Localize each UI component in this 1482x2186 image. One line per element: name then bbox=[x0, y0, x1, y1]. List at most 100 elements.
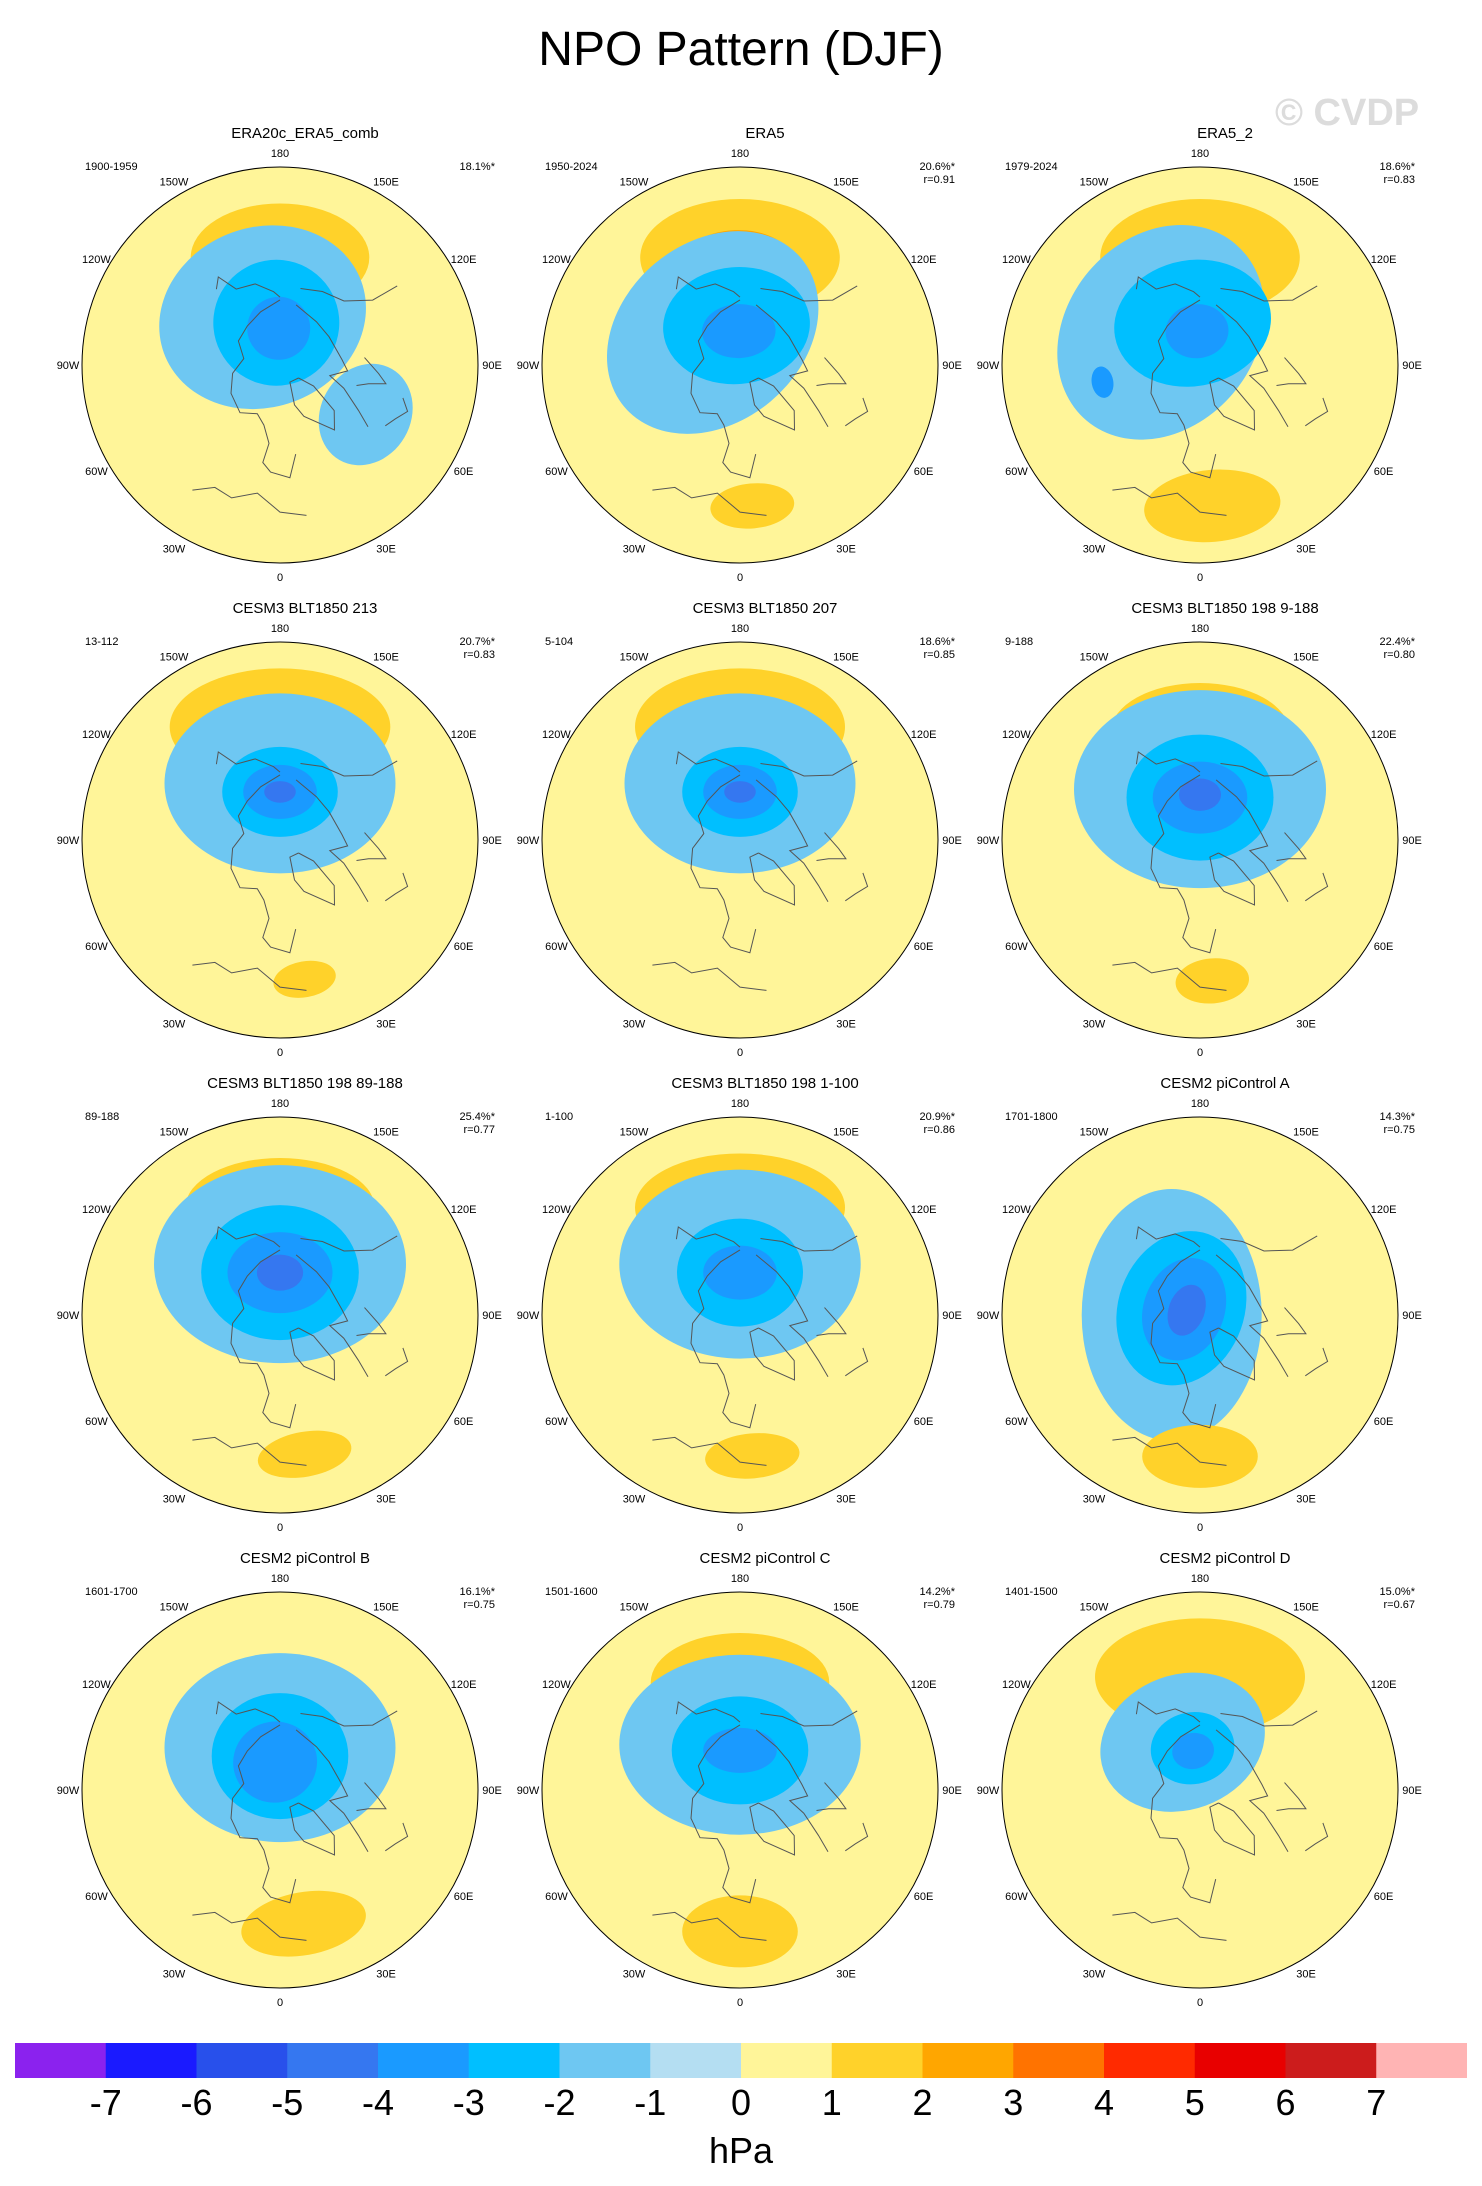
coastline bbox=[749, 1327, 796, 1381]
panel-percent: 18.6%* bbox=[1379, 161, 1415, 173]
coastline bbox=[385, 1822, 409, 1852]
longitude-label: 150W bbox=[620, 1601, 649, 1613]
colorbar bbox=[15, 2043, 1467, 2078]
panel-stats: 22.4%* r=0.80 bbox=[1380, 636, 1415, 662]
colorbar-tick-label: 0 bbox=[730, 2082, 752, 2123]
map-panel: CESM3 BLT1850 198 1-100 1-100 20.9%* r=0.86… bbox=[517, 1075, 995, 1545]
panel-title: CESM2 piControl A bbox=[1160, 1075, 1290, 1092]
anomaly-contour bbox=[256, 1254, 304, 1291]
colorbar-tick-label: -6 bbox=[180, 2082, 213, 2123]
longitude-label: 60E bbox=[914, 466, 934, 478]
colorbar-swatch bbox=[922, 2043, 1014, 2078]
coastline bbox=[215, 276, 281, 298]
coastline bbox=[289, 1327, 336, 1381]
coastline bbox=[755, 779, 829, 902]
coastline bbox=[1305, 872, 1329, 902]
panel-period: 1950-2024 bbox=[545, 161, 598, 173]
longitude-label: 180 bbox=[1191, 1098, 1209, 1110]
panel-percent: 20.9%* bbox=[919, 1111, 955, 1123]
panel-stats: 15.0%* r=0.67 bbox=[1380, 1586, 1415, 1612]
panel-correlation: r=0.83 bbox=[1383, 174, 1416, 186]
anomaly-contour bbox=[682, 1895, 798, 1968]
coastline bbox=[675, 751, 741, 773]
polar-map: 180 150E 120E 90E 60E 30E 0 30W 60W 90W 120W 150W bbox=[57, 1098, 502, 1534]
longitude-label: 60W bbox=[545, 1891, 568, 1903]
longitude-label: 30W bbox=[623, 544, 646, 556]
longitude-label: 180 bbox=[271, 1098, 289, 1110]
map-panel: CESM3 BLT1850 198 9-188 9-188 22.4%* r=0.80… bbox=[977, 600, 1455, 1070]
colorbar-swatch bbox=[378, 2043, 470, 2078]
longitude-label: 0 bbox=[1197, 1522, 1203, 1534]
coastline bbox=[356, 1782, 387, 1811]
polar-map: 180 150E 120E 90E 60E 30E 0 30W 60W 90W 120W 150W bbox=[977, 1098, 1422, 1534]
longitude-label: 90E bbox=[482, 835, 502, 847]
longitude-label: 30E bbox=[376, 1019, 396, 1031]
map-border bbox=[1001, 1116, 1399, 1514]
longitude-label: 0 bbox=[277, 1047, 283, 1059]
longitude-label: 120E bbox=[451, 1204, 477, 1216]
panel-period: 1979-2024 bbox=[1005, 161, 1058, 173]
watermark: © CVDP bbox=[1275, 92, 1420, 134]
longitude-label: 150E bbox=[373, 176, 399, 188]
coastline bbox=[1209, 852, 1256, 906]
longitude-label: 60W bbox=[1005, 941, 1028, 953]
longitude-label: 120W bbox=[542, 729, 571, 741]
coastline bbox=[295, 779, 369, 902]
longitude-label: 60W bbox=[1005, 1416, 1028, 1428]
colorbar-swatch bbox=[468, 2043, 560, 2078]
coastline bbox=[1276, 1782, 1307, 1811]
panel-correlation: r=0.80 bbox=[1383, 649, 1416, 661]
colorbar-swatch bbox=[741, 2043, 833, 2078]
longitude-label: 90W bbox=[57, 1310, 80, 1322]
polar-map: 180 150E 120E 90E 60E 30E 0 30W 60W 90W 120W 150W bbox=[517, 1098, 962, 1534]
panel-title: ERA5 bbox=[745, 125, 785, 142]
panel-period: 1701-1800 bbox=[1005, 1111, 1058, 1123]
map-border bbox=[81, 1591, 479, 1989]
panel-percent: 15.0%* bbox=[1379, 1586, 1415, 1598]
panel-title: CESM3 BLT1850 198 9-188 bbox=[1131, 600, 1319, 617]
coastline bbox=[1112, 486, 1227, 516]
coastline bbox=[845, 1347, 869, 1377]
coastline bbox=[690, 1724, 757, 1904]
longitude-label: 30W bbox=[163, 544, 186, 556]
longitude-label: 120W bbox=[1002, 729, 1031, 741]
panel-period: 9-188 bbox=[1005, 636, 1034, 648]
colorbar-swatch bbox=[1285, 2043, 1377, 2078]
anomaly-contour bbox=[257, 1430, 352, 1478]
coastline bbox=[1276, 1307, 1307, 1336]
longitude-label: 120W bbox=[82, 254, 111, 266]
coastline bbox=[749, 852, 796, 906]
coastline bbox=[1209, 1327, 1256, 1381]
map-border bbox=[1001, 166, 1399, 564]
panel-title: ERA20c_ERA5_comb bbox=[231, 125, 379, 142]
longitude-label: 30W bbox=[623, 1494, 646, 1506]
coastline bbox=[385, 397, 409, 427]
coastline bbox=[300, 1235, 398, 1252]
longitude-label: 150E bbox=[833, 1126, 859, 1138]
longitude-label: 150W bbox=[620, 1126, 649, 1138]
longitude-label: 0 bbox=[277, 572, 283, 584]
longitude-label: 0 bbox=[277, 1522, 283, 1534]
colorbar-tick-label: -1 bbox=[634, 2082, 667, 2123]
longitude-label: 180 bbox=[1191, 623, 1209, 635]
longitude-label: 90E bbox=[942, 835, 962, 847]
anomaly-contour bbox=[710, 483, 795, 529]
polar-map: 180 150E 120E 90E 60E 30E 0 30W 60W 90W 120W 150W bbox=[57, 623, 502, 1059]
colorbar-swatch bbox=[559, 2043, 651, 2078]
colorbar-tick-label: -7 bbox=[89, 2082, 122, 2123]
panel-stats: 18.6%* r=0.83 bbox=[1380, 161, 1415, 187]
panel-period: 5-104 bbox=[545, 636, 574, 648]
longitude-label: 60E bbox=[914, 1891, 934, 1903]
longitude-label: 120E bbox=[911, 729, 937, 741]
coastline bbox=[816, 1782, 847, 1811]
polar-map: 180 150E 120E 90E 60E 30E 0 30W 60W 90W 120W 150W bbox=[517, 148, 962, 584]
figure-title: NPO Pattern (DJF) bbox=[538, 23, 944, 76]
panel-title: CESM3 BLT1850 207 bbox=[692, 600, 838, 617]
longitude-label: 30E bbox=[376, 544, 396, 556]
map-panel: CESM2 piControl A 1701-1800 14.3%* r=0.75 18… bbox=[977, 1075, 1455, 1545]
longitude-label: 150W bbox=[1080, 176, 1109, 188]
longitude-label: 120E bbox=[1371, 254, 1397, 266]
coastline bbox=[1150, 299, 1217, 479]
longitude-label: 150E bbox=[373, 1601, 399, 1613]
coastline bbox=[652, 1436, 767, 1466]
